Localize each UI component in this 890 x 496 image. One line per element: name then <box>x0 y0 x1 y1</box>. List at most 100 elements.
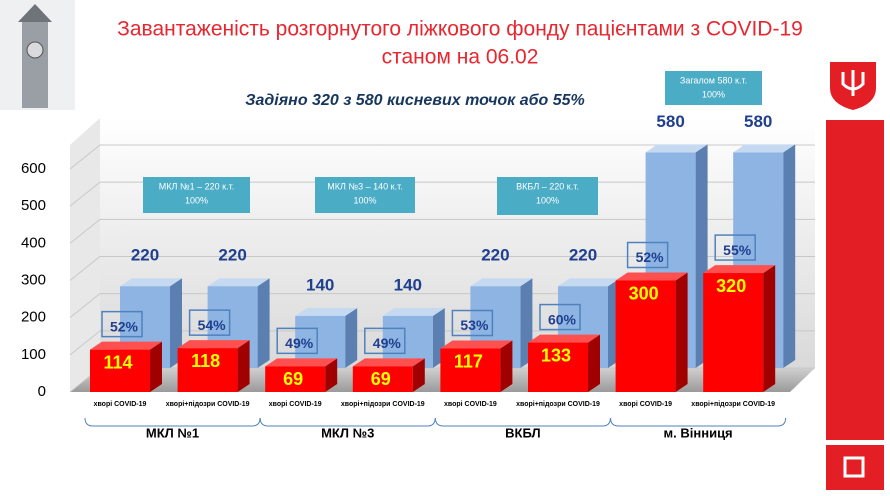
grid-line <box>69 256 815 281</box>
group-brace <box>84 417 261 427</box>
group-label: м. Вінниця <box>664 425 733 440</box>
occupied-label: 300 <box>629 283 659 303</box>
capacity-bar-side <box>170 278 182 368</box>
capacity-label: 220 <box>481 246 509 265</box>
group-brace <box>259 417 436 427</box>
summary: Задіяно 320 з 580 кисневих точок або 55% <box>245 92 585 109</box>
y-tick-label: 0 <box>38 383 46 400</box>
callout-box <box>497 177 598 215</box>
occupied-label: 320 <box>716 276 746 296</box>
occupied-label: 117 <box>454 351 483 371</box>
percent-box <box>539 303 581 331</box>
occupied-label: 133 <box>541 345 571 365</box>
occupied-bar <box>703 273 764 392</box>
chart-subtitle: станом на 06.02 <box>382 46 539 69</box>
y-tick-label: 200 <box>21 309 46 326</box>
occupied-bar-side <box>412 358 425 392</box>
capacity-label: 580 <box>744 112 772 131</box>
percent-box <box>276 327 318 355</box>
group-label: ВКБЛ <box>505 425 540 440</box>
x-tick-label: хворі COVID-19 <box>619 401 673 408</box>
callout-text: 100% <box>353 195 376 205</box>
occupied-bar-top <box>265 358 338 367</box>
capacity-bar-top <box>382 307 445 316</box>
occupied-bar <box>615 280 676 392</box>
group-label: МКЛ №3 <box>321 425 374 440</box>
capacity-label: 220 <box>131 246 159 265</box>
x-tick-label: хворі COVID-19 <box>443 401 497 408</box>
x-tick-label: хворі+підозри COVID-19 <box>340 401 425 408</box>
percent-box <box>451 309 494 337</box>
callout-text: 100% <box>536 195 559 205</box>
occupied-bar-side <box>150 341 162 392</box>
percent-box <box>188 309 231 336</box>
occupied-label: 69 <box>371 369 391 389</box>
capacity-bar-top <box>733 144 796 153</box>
y-tick-label: 600 <box>21 160 46 177</box>
capacity-label: 140 <box>394 275 422 294</box>
occupied-bar <box>177 348 238 392</box>
occupied-bar-side <box>325 358 338 392</box>
y-tick-label: 300 <box>21 271 46 288</box>
percent-box <box>626 241 669 269</box>
chart-title: Завантаженість розгорнутого ліжкового фо… <box>117 18 803 41</box>
x-tick-label: хворі+підозри COVID-19 <box>165 401 250 408</box>
occupied-bar <box>352 366 413 392</box>
occupied-bar-top <box>440 340 513 349</box>
occupied-label: 118 <box>191 351 220 371</box>
capacity-label: 580 <box>656 112 684 131</box>
capacity-label: 140 <box>306 275 334 294</box>
group-brace <box>434 417 611 427</box>
side-wall <box>70 118 100 392</box>
callout-text: 100% <box>185 195 208 205</box>
occupied-bar-top <box>615 272 688 281</box>
capacity-bar-top <box>558 278 620 287</box>
occupied-bar <box>528 342 588 392</box>
capacity-bar-side <box>345 307 358 368</box>
x-tick-label: хворі+підозри COVID-19 <box>516 401 600 408</box>
occupied-bar-side <box>500 340 513 392</box>
sidebar <box>822 55 884 490</box>
capacity-bar-top <box>207 278 270 287</box>
percent-label: 55% <box>723 242 752 258</box>
occupied-bar <box>440 348 501 392</box>
percent-label: 52% <box>636 249 665 265</box>
percent-box <box>101 310 143 338</box>
grid-line <box>69 144 815 170</box>
occupied-bar-top <box>528 334 600 343</box>
grid-line <box>69 218 815 244</box>
percent-label: 53% <box>460 317 489 333</box>
capacity-label: 220 <box>569 246 597 265</box>
percent-label: 49% <box>285 335 314 351</box>
percent-label: 60% <box>548 311 577 327</box>
occupied-bar-top <box>177 340 250 349</box>
y-tick-label: 500 <box>21 197 46 214</box>
percent-box <box>364 327 406 355</box>
capacity-bar-side <box>783 144 796 368</box>
percent-label: 49% <box>373 335 402 351</box>
callout-box <box>143 177 250 213</box>
percent-label: 54% <box>198 317 227 333</box>
occupied-label: 114 <box>103 352 132 372</box>
capacity-bar-top <box>120 278 182 287</box>
occupied-bar-top <box>90 341 162 350</box>
occupied-bar-side <box>763 265 776 392</box>
capacity-bar-top <box>295 307 358 316</box>
callout-box <box>665 71 762 105</box>
y-tick-label: 100 <box>21 346 46 363</box>
percent-label: 52% <box>110 318 139 334</box>
occupied-bar <box>90 349 150 392</box>
capacity-bar-top <box>470 278 533 287</box>
callout-box <box>315 177 415 213</box>
callout-text: 100% <box>702 89 725 99</box>
capacity-bar-top <box>645 144 708 153</box>
callout-text: Загалом 580 к.т. <box>680 75 747 85</box>
group-label: МКЛ №1 <box>146 425 199 440</box>
capacity-bar-side <box>257 278 270 368</box>
x-tick-label: хворі COVID-19 <box>268 401 322 408</box>
occupied-bar-side <box>675 272 688 392</box>
occupied-label: 69 <box>283 369 303 389</box>
occupied-bar-top <box>703 265 776 274</box>
